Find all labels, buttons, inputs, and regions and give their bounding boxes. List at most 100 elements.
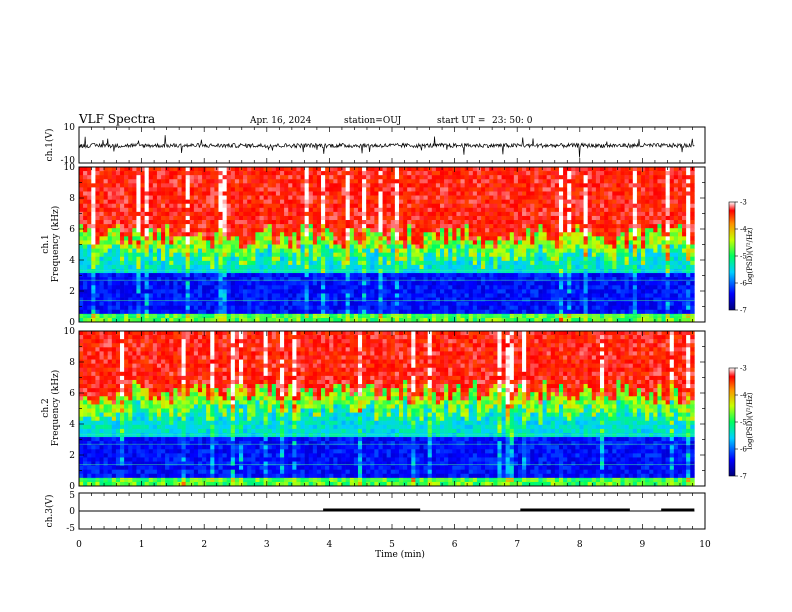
spectrogram-cell <box>390 203 396 209</box>
spectrogram-cell <box>185 199 191 205</box>
spectrogram-cell <box>284 293 289 298</box>
spectrogram-cell <box>440 199 445 205</box>
spectrogram-cell <box>456 256 461 262</box>
spectrogram-cell <box>415 183 420 188</box>
spectrogram-cell <box>563 285 568 290</box>
spectrogram-cell <box>202 207 207 213</box>
spectrogram-cell <box>398 285 404 290</box>
spectrogram-cell <box>325 207 330 213</box>
spectrogram-cell <box>271 191 277 196</box>
spectrogram-cell <box>366 301 371 306</box>
ch1-waveform-line <box>78 135 695 158</box>
spectrogram-cell <box>300 207 305 213</box>
spectrogram-cell <box>563 293 568 298</box>
spectrogram-cell <box>288 252 293 258</box>
spectrogram-cell <box>210 285 215 290</box>
spectrogram-cell <box>193 309 199 315</box>
spectrogram-cell <box>83 277 88 282</box>
spectrogram-cell <box>329 244 334 249</box>
spectrogram-cell <box>374 260 379 266</box>
spectrogram-cell <box>296 215 301 221</box>
spectrogram-cell <box>267 277 273 282</box>
spectrogram-cell <box>230 175 236 180</box>
spectrogram-cell <box>444 309 449 315</box>
spectrogram-cell <box>177 211 182 217</box>
spectrogram-cell <box>353 244 359 249</box>
spectrogram-cell <box>386 240 392 245</box>
spectrogram-cell <box>243 207 248 213</box>
spectrogram-cell <box>304 179 310 184</box>
spectrogram-cell <box>583 293 588 298</box>
spectrogram-cell <box>583 211 588 217</box>
spectrogram-cell <box>185 301 191 306</box>
spectrogram-cell <box>173 211 178 217</box>
spectrogram-cell <box>152 301 158 306</box>
spectrogram-cell <box>382 252 387 258</box>
spectrogram-cell <box>275 305 281 311</box>
spectrogram-cell <box>91 281 96 286</box>
spectrogram-cell <box>226 220 232 225</box>
spectrogram-cell <box>95 224 100 229</box>
spectrogram-cell <box>501 236 506 241</box>
spectrogram-cell <box>398 183 404 188</box>
spectrogram-cell <box>193 224 199 229</box>
spectrogram-cell <box>238 297 244 302</box>
spectrogram-cell <box>390 175 396 180</box>
spectrogram-cell <box>382 211 387 217</box>
spectrogram-cell <box>497 301 502 306</box>
spectrogram-cell <box>87 220 92 225</box>
spectrogram-cell <box>460 207 465 213</box>
spectrogram-cell <box>329 268 334 274</box>
spectrogram-cell <box>259 252 264 258</box>
spectrogram-cell <box>481 317 486 323</box>
spectrogram-cell <box>398 264 404 270</box>
spectrogram-cell <box>431 277 437 282</box>
spectrogram-cell <box>493 224 498 229</box>
spectrogram-cell <box>517 167 523 172</box>
spectrogram-cell <box>103 305 109 311</box>
spectrogram-cell <box>517 297 523 302</box>
spectrogram-cell <box>481 167 486 172</box>
spectrogram-cell <box>583 236 588 241</box>
spectrogram-cell <box>468 215 474 221</box>
spectrogram-cell <box>325 256 330 262</box>
spectrogram-cell <box>177 232 182 237</box>
spectrogram-cell <box>136 191 141 196</box>
spectrogram-cell <box>489 187 494 192</box>
spectrogram-cell <box>197 301 203 306</box>
spectrogram-cell <box>481 273 486 278</box>
spectrogram-cell <box>107 317 113 323</box>
spectrogram-cell <box>173 264 178 270</box>
spectrogram-cell <box>411 179 416 184</box>
spectrogram-cell <box>444 236 449 241</box>
spectrogram-cell <box>325 232 330 237</box>
spectrogram-cell <box>374 232 379 237</box>
spectrogram-cell <box>403 248 408 253</box>
spectrogram-cell <box>489 199 494 205</box>
spectrogram-cell <box>234 171 240 176</box>
spectrogram-cell <box>583 175 588 180</box>
spectrogram-cell <box>362 228 367 233</box>
spectrogram-cell <box>238 187 244 192</box>
spectrogram-cell <box>394 228 400 233</box>
spectrogram-cell <box>341 256 346 262</box>
spectrogram-cell <box>206 191 211 196</box>
spectrogram-cell <box>534 273 539 278</box>
spectrogram-cell <box>226 301 232 306</box>
spectrogram-cell <box>83 211 88 217</box>
spectrogram-cell <box>550 228 556 233</box>
spectrogram-cell <box>435 179 441 184</box>
spectrogram-cell <box>370 244 375 249</box>
spectrogram-cell <box>243 224 248 229</box>
spectrogram-cell <box>107 297 113 302</box>
spectrogram-cell <box>546 293 552 298</box>
spectrogram-cell <box>481 203 486 209</box>
spectrogram-cell <box>333 224 338 229</box>
spectrogram-cell <box>120 195 125 200</box>
spectrogram-cell <box>394 240 400 245</box>
spectrogram-cell <box>526 199 531 205</box>
spectrogram-cell <box>427 236 433 241</box>
spectrogram-cell <box>362 260 367 266</box>
spectrogram-cell <box>476 203 482 209</box>
spectrogram-cell <box>558 187 564 192</box>
